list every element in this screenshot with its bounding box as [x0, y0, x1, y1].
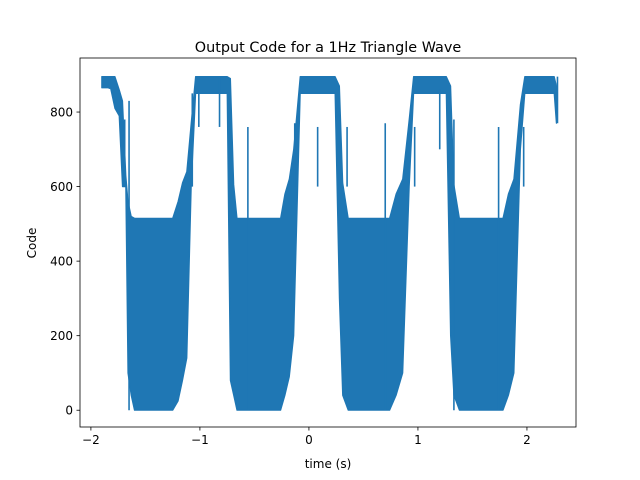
x-tick-label: 0 — [305, 433, 313, 447]
x-tick-label: 2 — [523, 433, 531, 447]
axes-frame — [79, 57, 577, 428]
y-tick-label: 400 — [50, 255, 73, 269]
y-tick-label: 800 — [50, 106, 73, 120]
y-axis: 0 200 400 600 800 — [50, 106, 80, 418]
y-tick-label: 200 — [50, 329, 73, 343]
series-band — [101, 75, 558, 411]
x-tick-label: −1 — [191, 433, 209, 447]
x-tick-label: 1 — [414, 433, 422, 447]
plot-area — [79, 57, 577, 428]
x-axis: −2 −1 0 1 2 — [82, 427, 531, 447]
x-tick-label: −2 — [82, 433, 100, 447]
y-axis-label: Code — [25, 228, 39, 259]
y-tick-label: 600 — [50, 180, 73, 194]
chart-title: Output Code for a 1Hz Triangle Wave — [195, 40, 462, 56]
x-axis-label: time (s) — [305, 457, 352, 471]
series-layer — [101, 75, 559, 411]
y-tick-label: 0 — [65, 404, 73, 418]
